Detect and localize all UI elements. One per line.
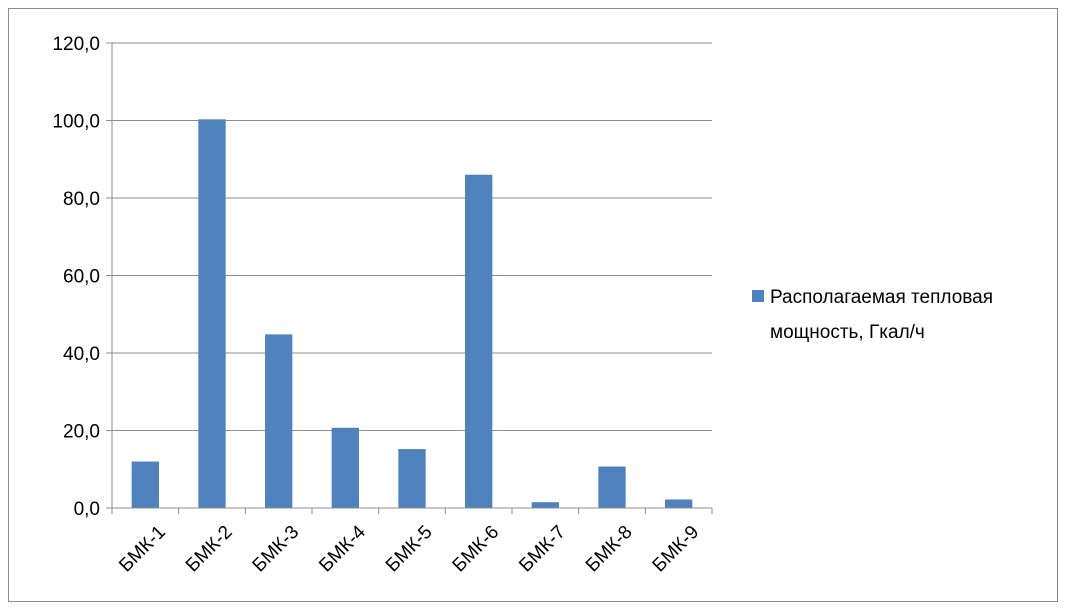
legend-label-line-2: мощность, Гкал/ч xyxy=(770,322,925,343)
bar-8 xyxy=(598,466,626,508)
bar-2 xyxy=(198,119,226,509)
x-tick-label: БМК-2 xyxy=(182,522,237,577)
x-tick-label: БМК-5 xyxy=(382,522,437,577)
y-tick-label: 0,0 xyxy=(74,499,100,520)
y-tick-labels: 0,0 20,0 40,0 60,0 80,0 100,0 120,0 xyxy=(52,34,100,520)
bars xyxy=(131,119,693,509)
x-tick-label: БМК-8 xyxy=(582,522,637,577)
bar-4 xyxy=(331,427,359,508)
bar-5 xyxy=(398,449,426,508)
bar-3 xyxy=(265,334,293,508)
x-tick-label: БМК-3 xyxy=(249,522,304,577)
y-tick-label: 80,0 xyxy=(63,189,100,210)
bar-1 xyxy=(131,461,159,508)
y-tick-label: 120,0 xyxy=(52,34,100,55)
legend: Располагаемая тепловая мощность, Гкал/ч xyxy=(752,287,993,343)
legend-label-line-1: Располагаемая тепловая xyxy=(770,287,993,308)
x-tick-label: БМК-9 xyxy=(649,522,704,577)
legend-swatch xyxy=(752,290,764,302)
y-tick-label: 60,0 xyxy=(63,267,100,288)
x-tick-label: БМК-4 xyxy=(315,521,370,576)
bar-6 xyxy=(465,174,493,508)
y-tick-label: 40,0 xyxy=(63,344,100,365)
x-tick-label: БМК-1 xyxy=(115,522,170,577)
y-tick-label: 100,0 xyxy=(52,112,100,133)
bar-9 xyxy=(665,499,693,508)
axes xyxy=(106,42,713,514)
x-tick-label: БМК-7 xyxy=(515,522,570,577)
x-tick-labels: БМК-1 БМК-2 БМК-3 БМК-4 БМК-5 БМК-6 БМК-7 БМК-8… xyxy=(115,521,703,576)
bar-7 xyxy=(531,502,559,508)
y-tick-label: 20,0 xyxy=(63,422,100,443)
x-tick-label: БМК-6 xyxy=(449,522,504,577)
